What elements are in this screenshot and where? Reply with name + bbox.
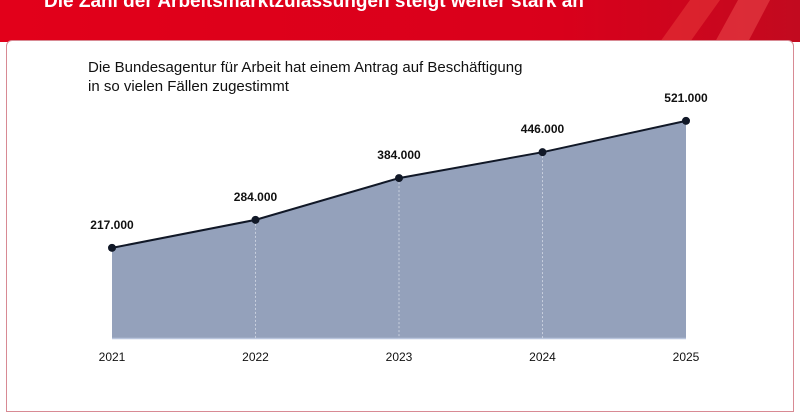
logo-decoration-icon: [660, 0, 770, 42]
data-label: 284.000: [234, 190, 278, 204]
x-tick-label: 2021: [99, 350, 126, 364]
x-tick-label: 2025: [673, 350, 700, 364]
data-label: 384.000: [377, 148, 421, 162]
x-tick-label: 2022: [242, 350, 269, 364]
data-point: [538, 148, 547, 157]
x-tick-label: 2024: [529, 350, 556, 364]
data-label: 446.000: [521, 122, 565, 136]
chart-subtitle: Die Bundesagentur für Arbeit hat einem A…: [88, 58, 522, 96]
data-point: [682, 116, 690, 125]
data-point: [108, 243, 116, 252]
subtitle-line-2: in so vielen Fällen zugestimmt: [88, 78, 289, 95]
data-label: 217.000: [90, 218, 134, 232]
page-title: Die Zahl der Arbeitsmarktzulassungen ste…: [44, 0, 584, 12]
header-banner: Die Zahl der Arbeitsmarktzulassungen ste…: [0, 0, 800, 42]
data-point: [251, 215, 260, 224]
data-label: 521.000: [664, 91, 708, 105]
x-tick-label: 2023: [386, 350, 413, 364]
area-chart: 217.000 2021 284.000 2022 384.000 2023 446.000…: [90, 91, 708, 364]
subtitle-line-1: Die Bundesagentur für Arbeit hat einem A…: [88, 59, 523, 76]
data-point: [395, 174, 403, 183]
